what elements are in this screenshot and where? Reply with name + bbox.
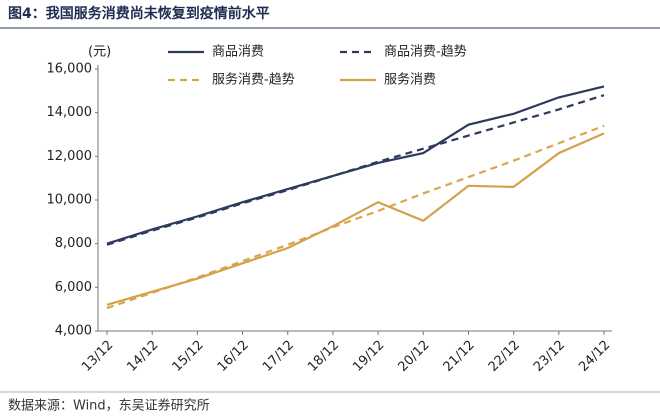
x-tick-label: 20/12: [395, 338, 432, 375]
y-tick-label: 10,000: [47, 193, 93, 208]
chart-title: 图4：我国服务消费尚未恢复到疫情前水平: [8, 5, 270, 22]
legend-label: 商品消费: [212, 45, 264, 60]
series-line: [106, 85, 605, 245]
series-line: [106, 132, 605, 306]
x-tick-label: 14/12: [124, 338, 161, 375]
x-tick-label: 23/12: [531, 338, 568, 375]
y-tick-label: 14,000: [47, 105, 93, 120]
y-tick-label: 4,000: [55, 324, 92, 339]
x-tick-label: 16/12: [215, 338, 252, 375]
y-unit: (元): [88, 45, 111, 60]
x-tick-label: 24/12: [576, 338, 613, 375]
y-tick-label: 12,000: [47, 149, 93, 164]
x-tick-label: 13/12: [79, 338, 116, 375]
x-tick-label: 21/12: [441, 338, 478, 375]
y-tick-label: 6,000: [55, 280, 92, 295]
y-tick-label: 16,000: [47, 62, 93, 77]
y-tick-label: 8,000: [55, 236, 92, 251]
x-tick-label: 17/12: [260, 338, 297, 375]
x-tick-label: 22/12: [486, 338, 523, 375]
source-note: 数据来源：Wind，东吴证券研究所: [8, 398, 210, 414]
x-tick-label: 15/12: [170, 338, 207, 375]
series-line: [106, 124, 605, 310]
series-line: [106, 94, 605, 246]
legend-label: 商品消费-趋势: [384, 44, 467, 60]
x-tick-label: 19/12: [350, 338, 387, 375]
legend-label: 服务消费: [384, 72, 436, 88]
x-tick-label: 18/12: [305, 338, 342, 375]
legend-label: 服务消费-趋势: [212, 72, 295, 88]
